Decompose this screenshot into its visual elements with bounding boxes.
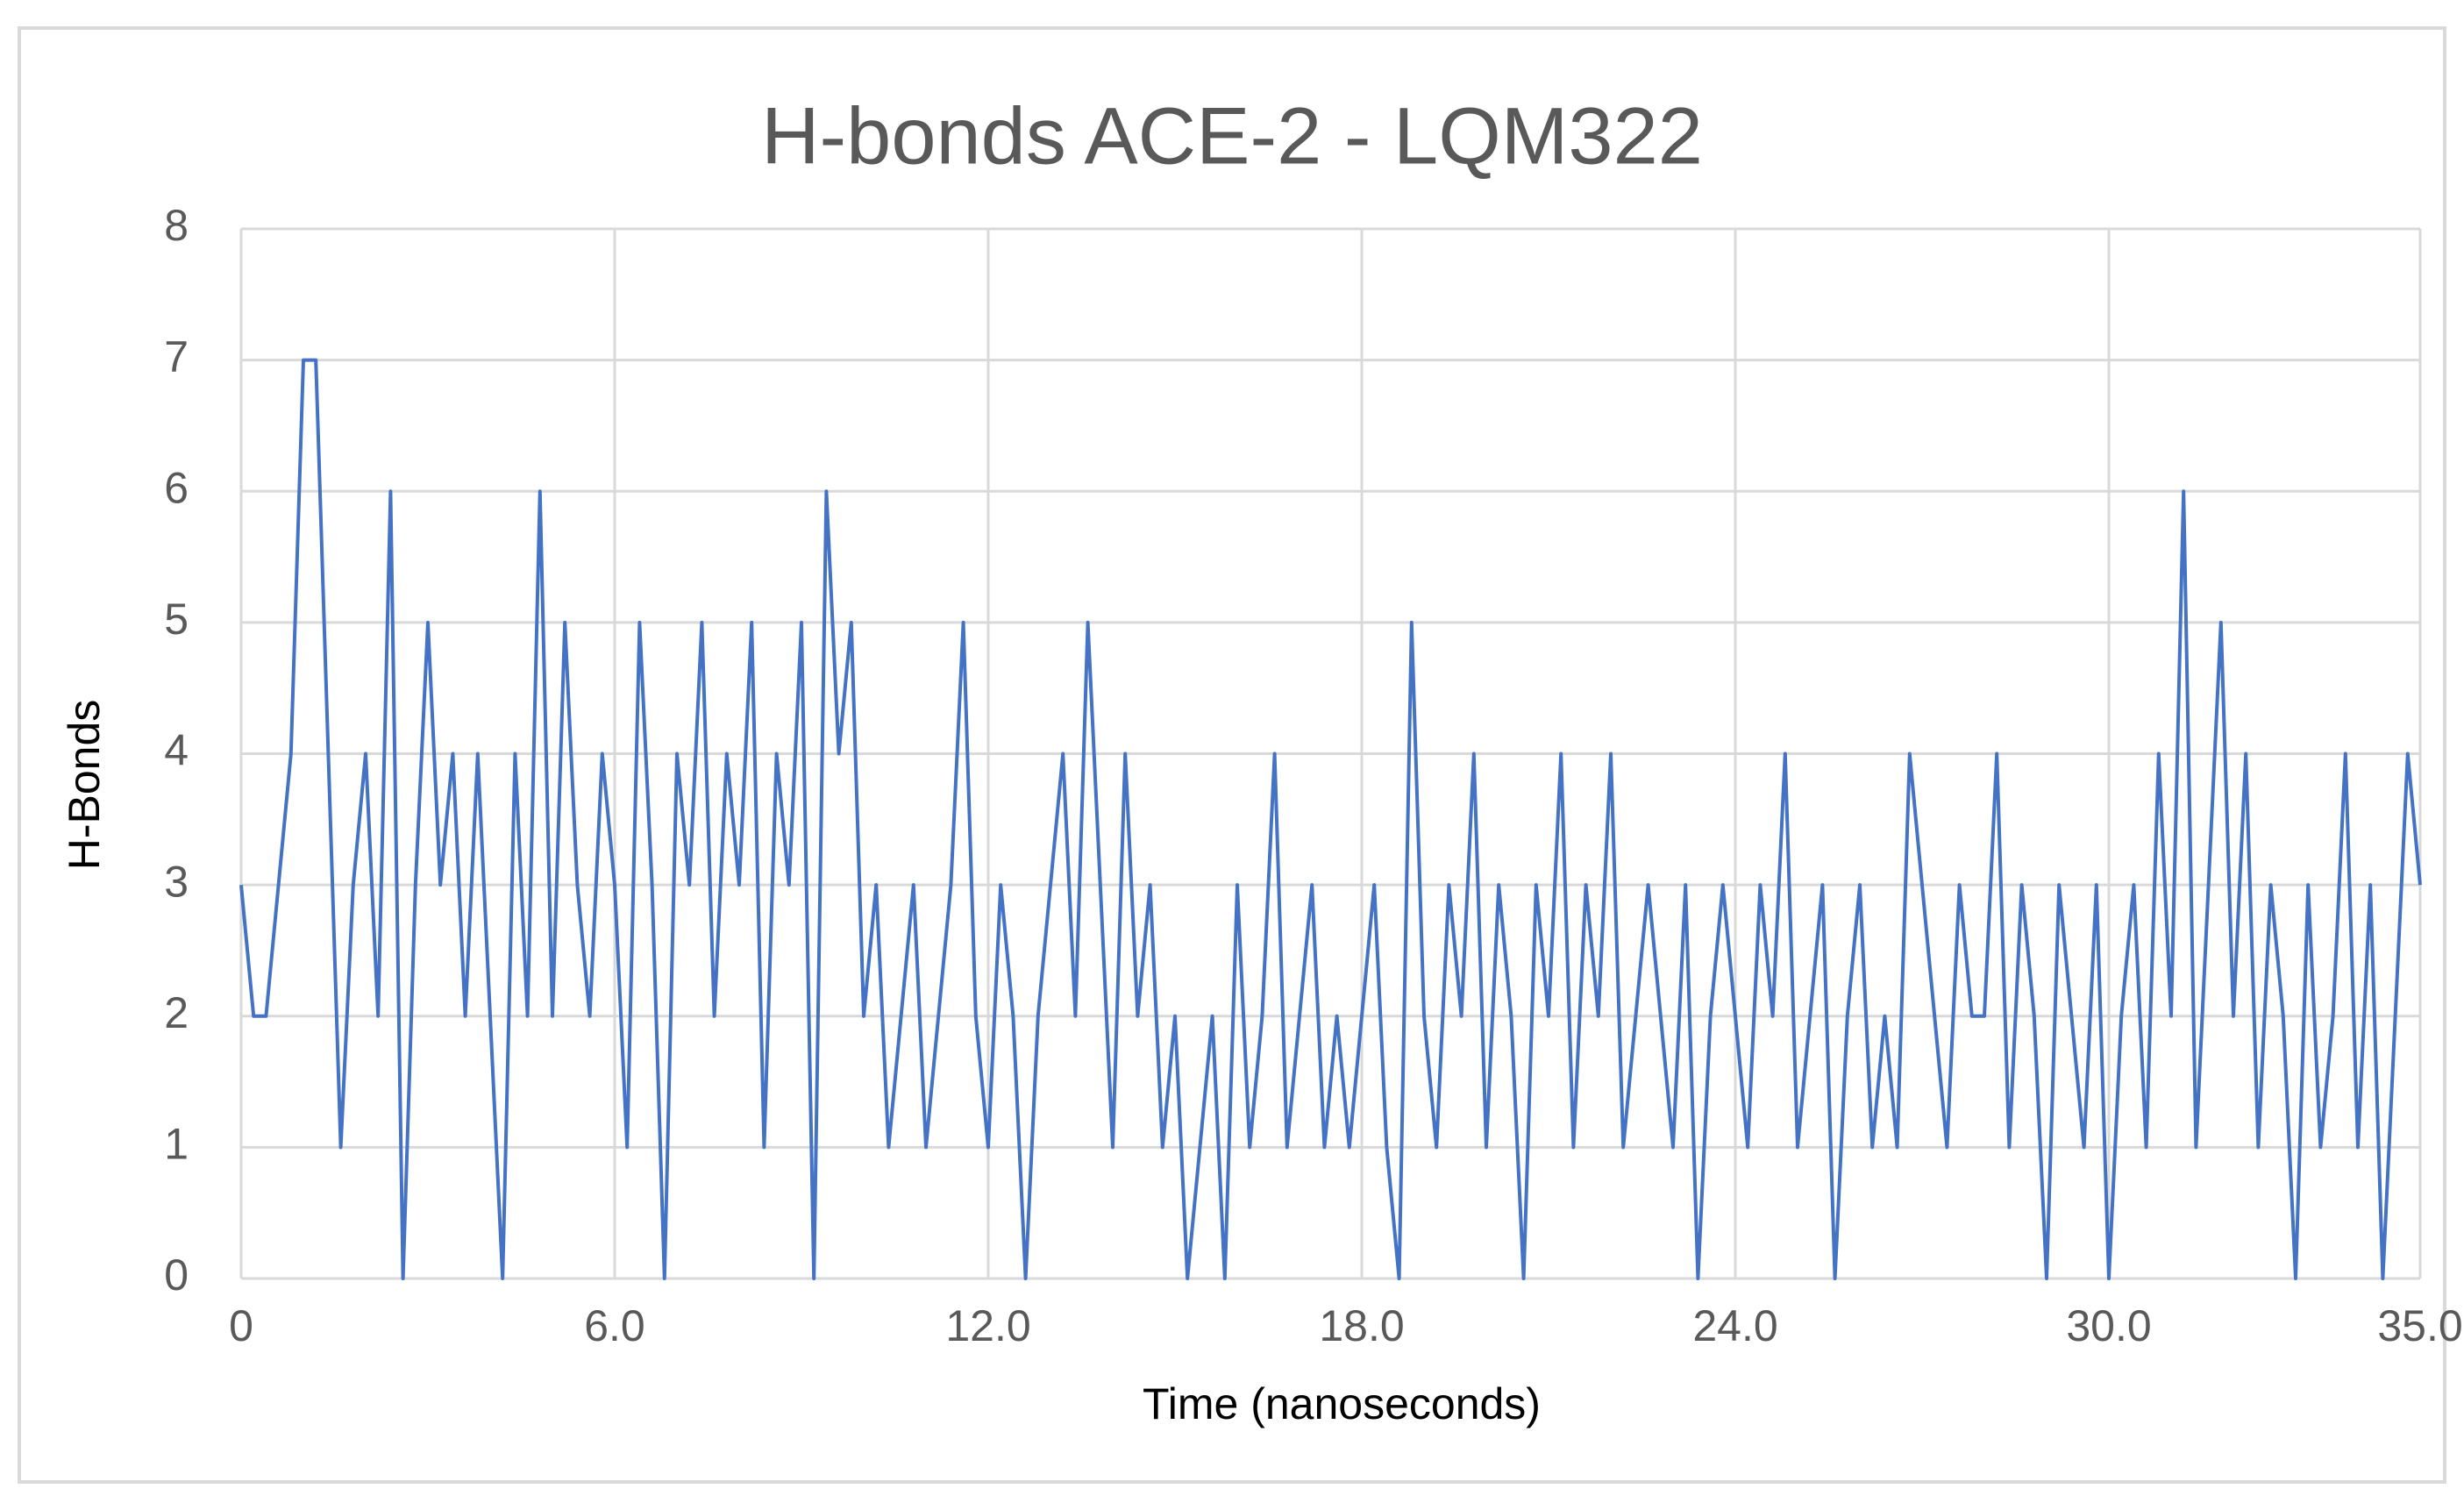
x-tick-label: 12.0 [945, 1301, 1030, 1350]
y-tick-label: 7 [164, 332, 189, 381]
y-tick-label: 4 [164, 726, 189, 775]
x-tick-label: 18.0 [1319, 1301, 1404, 1350]
y-tick-label: 6 [164, 463, 189, 512]
y-tick-label: 8 [164, 201, 189, 250]
y-axis-label: H-Bonds [60, 700, 109, 871]
y-tick-label: 2 [164, 988, 189, 1037]
y-tick-label: 3 [164, 857, 189, 906]
x-tick-label: 6.0 [584, 1301, 645, 1350]
x-tick-label: 35.0 [2377, 1301, 2462, 1350]
x-axis-label: Time (nanoseconds) [1143, 1379, 1541, 1428]
y-tick-label: 5 [164, 595, 189, 644]
x-tick-label: 30.0 [2066, 1301, 2151, 1350]
chart-title: H-bonds ACE-2 - LQM322 [761, 91, 1703, 181]
y-tick-label: 1 [164, 1120, 189, 1169]
x-tick-label: 24.0 [1692, 1301, 1777, 1350]
data-line [239, 358, 2422, 1280]
x-tick-label: 0 [229, 1301, 253, 1350]
y-tick-label: 0 [164, 1250, 189, 1300]
